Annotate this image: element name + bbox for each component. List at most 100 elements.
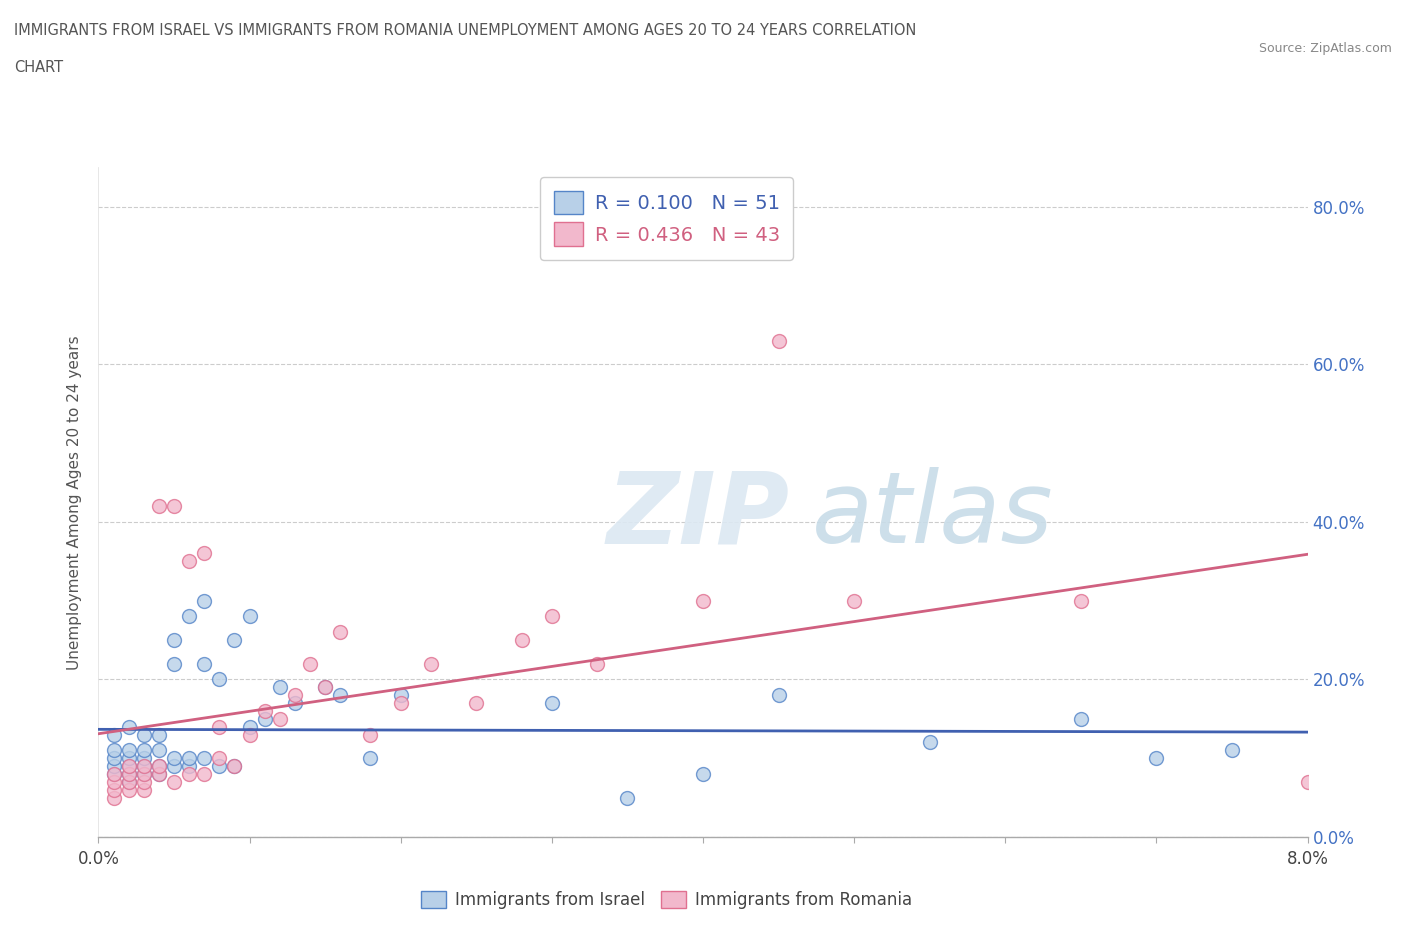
Point <box>616 790 638 805</box>
Point <box>132 766 155 781</box>
Point <box>253 703 276 718</box>
Text: atlas: atlas <box>811 467 1053 565</box>
Point <box>193 546 215 561</box>
Point <box>103 751 125 765</box>
Text: CHART: CHART <box>14 60 63 75</box>
Point <box>208 719 231 734</box>
Point <box>208 751 231 765</box>
Point <box>132 759 155 774</box>
Point <box>239 719 262 734</box>
Point <box>329 625 352 640</box>
Point <box>360 727 382 742</box>
Point <box>541 609 564 624</box>
Point <box>179 766 201 781</box>
Point <box>148 766 170 781</box>
Point <box>420 657 443 671</box>
Point <box>132 743 155 758</box>
Point <box>103 759 125 774</box>
Point <box>179 759 201 774</box>
Point <box>148 743 170 758</box>
Point <box>389 696 412 711</box>
Point <box>269 680 291 695</box>
Point <box>118 775 141 790</box>
Point <box>465 696 488 711</box>
Point <box>163 775 186 790</box>
Point <box>541 696 564 711</box>
Point <box>103 782 125 797</box>
Point <box>163 759 186 774</box>
Point <box>1220 743 1243 758</box>
Point <box>118 719 141 734</box>
Point <box>314 680 336 695</box>
Point <box>224 759 246 774</box>
Point <box>132 782 155 797</box>
Point <box>132 759 155 774</box>
Point <box>118 782 141 797</box>
Point <box>360 751 382 765</box>
Point <box>692 593 714 608</box>
Point <box>118 766 141 781</box>
Point <box>239 727 262 742</box>
Point <box>239 609 262 624</box>
Point <box>132 751 155 765</box>
Legend: Immigrants from Israel, Immigrants from Romania: Immigrants from Israel, Immigrants from … <box>415 884 918 916</box>
Point <box>329 688 352 703</box>
Y-axis label: Unemployment Among Ages 20 to 24 years: Unemployment Among Ages 20 to 24 years <box>67 335 83 670</box>
Point <box>132 775 155 790</box>
Point <box>389 688 412 703</box>
Point <box>1296 775 1319 790</box>
Point <box>193 657 215 671</box>
Text: Source: ZipAtlas.com: Source: ZipAtlas.com <box>1258 42 1392 55</box>
Point <box>163 657 186 671</box>
Point <box>193 766 215 781</box>
Point <box>118 759 141 774</box>
Point <box>163 632 186 647</box>
Point <box>148 727 170 742</box>
Point <box>132 727 155 742</box>
Point <box>224 759 246 774</box>
Point <box>118 751 141 765</box>
Point <box>1070 593 1092 608</box>
Point <box>148 498 170 513</box>
Point <box>269 711 291 726</box>
Point <box>103 743 125 758</box>
Point <box>193 751 215 765</box>
Point <box>179 554 201 569</box>
Point <box>299 657 322 671</box>
Text: ZIP: ZIP <box>606 467 789 565</box>
Point <box>163 498 186 513</box>
Point <box>118 766 141 781</box>
Point <box>586 657 609 671</box>
Point <box>148 766 170 781</box>
Point <box>1070 711 1092 726</box>
Point <box>253 711 276 726</box>
Point <box>284 688 307 703</box>
Point <box>918 735 941 750</box>
Point <box>103 775 125 790</box>
Point <box>118 775 141 790</box>
Point <box>118 743 141 758</box>
Point <box>314 680 336 695</box>
Text: IMMIGRANTS FROM ISRAEL VS IMMIGRANTS FROM ROMANIA UNEMPLOYMENT AMONG AGES 20 TO : IMMIGRANTS FROM ISRAEL VS IMMIGRANTS FRO… <box>14 23 917 38</box>
Point <box>179 751 201 765</box>
Point <box>510 632 533 647</box>
Point <box>103 727 125 742</box>
Point <box>103 766 125 781</box>
Point <box>224 632 246 647</box>
Point <box>148 759 170 774</box>
Point <box>179 609 201 624</box>
Point <box>193 593 215 608</box>
Point <box>208 672 231 687</box>
Point <box>148 759 170 774</box>
Point <box>768 333 790 348</box>
Point <box>163 751 186 765</box>
Point <box>103 790 125 805</box>
Point <box>844 593 866 608</box>
Point <box>118 759 141 774</box>
Point <box>768 688 790 703</box>
Point <box>208 759 231 774</box>
Point <box>692 766 714 781</box>
Point <box>1146 751 1168 765</box>
Point <box>284 696 307 711</box>
Point <box>132 766 155 781</box>
